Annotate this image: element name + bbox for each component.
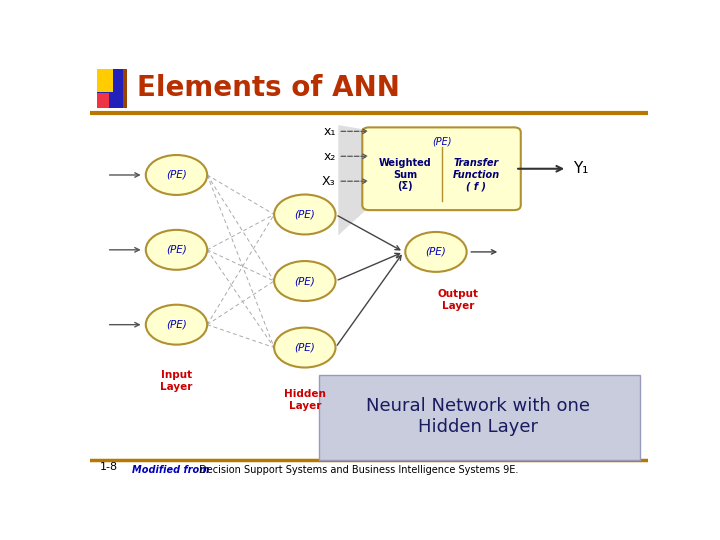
Ellipse shape bbox=[145, 155, 207, 195]
Ellipse shape bbox=[274, 194, 336, 234]
Text: 1-8: 1-8 bbox=[100, 462, 118, 472]
Text: (PE): (PE) bbox=[166, 245, 187, 255]
Text: Neural Network with one
Hidden Layer: Neural Network with one Hidden Layer bbox=[366, 397, 590, 436]
Ellipse shape bbox=[145, 305, 207, 345]
Bar bbox=[96, 69, 114, 92]
Text: Y₁: Y₁ bbox=[572, 161, 588, 176]
Text: Modified from: Modified from bbox=[132, 465, 210, 475]
Text: (PE): (PE) bbox=[432, 137, 451, 146]
Text: Input
Layer: Input Layer bbox=[161, 370, 193, 392]
Text: (PE): (PE) bbox=[426, 247, 446, 257]
Ellipse shape bbox=[274, 261, 336, 301]
Text: (PE): (PE) bbox=[166, 170, 187, 180]
Ellipse shape bbox=[405, 232, 467, 272]
Text: Hidden
Layer: Hidden Layer bbox=[284, 389, 325, 411]
Text: Decision Support Systems and Business Intelligence Systems 9E.: Decision Support Systems and Business In… bbox=[196, 465, 518, 475]
Ellipse shape bbox=[274, 328, 336, 368]
Text: Transfer
Function
( f ): Transfer Function ( f ) bbox=[453, 158, 500, 191]
Text: x₁: x₁ bbox=[323, 125, 336, 138]
Bar bbox=[96, 93, 109, 109]
Text: Weighted
Sum
(Σ): Weighted Sum (Σ) bbox=[379, 158, 432, 191]
Text: X₃: X₃ bbox=[322, 175, 336, 188]
Bar bbox=[96, 69, 124, 109]
Text: x₂: x₂ bbox=[323, 150, 336, 163]
Polygon shape bbox=[338, 125, 514, 235]
Bar bbox=[124, 69, 127, 109]
Text: (PE): (PE) bbox=[294, 276, 315, 286]
Text: (PE): (PE) bbox=[294, 210, 315, 219]
Text: Elements of ANN: Elements of ANN bbox=[138, 73, 400, 102]
FancyBboxPatch shape bbox=[319, 375, 639, 460]
Text: Output
Layer: Output Layer bbox=[438, 289, 479, 311]
Ellipse shape bbox=[145, 230, 207, 270]
FancyBboxPatch shape bbox=[362, 127, 521, 210]
Text: (PE): (PE) bbox=[166, 320, 187, 330]
Text: (PE): (PE) bbox=[294, 342, 315, 353]
